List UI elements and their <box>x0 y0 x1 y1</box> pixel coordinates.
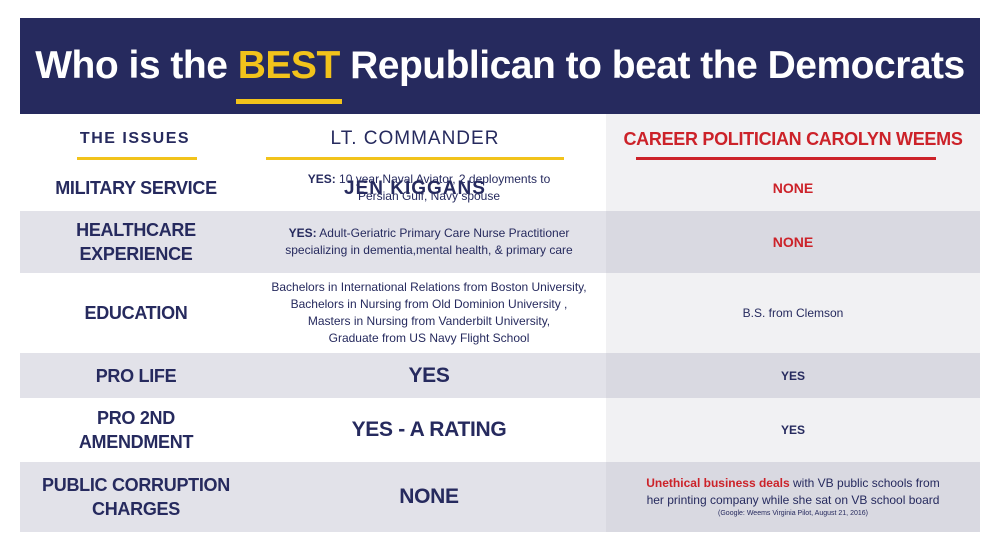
source-note: (Google: Weems Virginia Pilot, August 21… <box>718 510 868 517</box>
jen-cell: YES <box>408 363 450 387</box>
jen-cell: YES - A RATING <box>351 418 507 441</box>
row-education: EDUCATION Bachelors in International Rel… <box>20 273 980 353</box>
carolyn-cell: NONE <box>772 179 814 196</box>
title-prefix: Who is the <box>35 44 228 87</box>
carolyn-cell: YES <box>606 353 980 398</box>
issue-cell: EDUCATION <box>84 303 188 323</box>
title-highlight: BEST <box>235 18 342 114</box>
title-banner: Who is the BEST Republican to beat the D… <box>20 18 980 114</box>
header-issues-underline <box>77 157 197 160</box>
jen-cell: NONE <box>399 485 459 508</box>
issue-cell: PRO LIFE <box>95 365 177 386</box>
header-jen-rank: LT. COMMANDER <box>330 128 500 149</box>
header-jen-underline <box>266 157 564 160</box>
header-carolyn-underline <box>636 157 936 160</box>
row-healthcare-experience: HEALTHCARE EXPERIENCE YES: Adult-Geriatr… <box>20 211 980 273</box>
header-issues: THE ISSUES <box>20 114 250 164</box>
corruption-highlight: Unethical business deals <box>646 476 790 490</box>
carolyn-cell: Unethical business deals with VB public … <box>606 462 980 532</box>
page-title: Who is the BEST Republican to beat the D… <box>20 18 980 114</box>
row-pro-2nd-amendment: PRO 2ND AMENDMENT YES - A RATING YES <box>20 398 980 462</box>
jen-cell: YES: Adult-Geriatric Primary Care Nurse … <box>285 226 573 257</box>
issue-cell: HEALTHCARE EXPERIENCE <box>76 220 196 264</box>
carolyn-cell: YES <box>780 423 805 437</box>
row-military-service: MILITARY SERVICE YES: 10 year Naval Avia… <box>20 164 980 211</box>
row-public-corruption: PUBLIC CORRUPTION CHARGES NONE Unethical… <box>20 462 980 532</box>
highlight-underline <box>235 99 342 104</box>
title-suffix: Republican to beat the Democrats <box>350 44 965 87</box>
carolyn-cell: NONE <box>606 211 980 273</box>
header-carolyn-weems: CAREER POLITICIAN CAROLYN WEEMS <box>606 114 980 164</box>
carolyn-cell: B.S. from Clemson <box>742 305 844 320</box>
issue-cell: PRO 2ND AMENDMENT <box>78 408 194 452</box>
header-jen-name: JEN KIGGANS <box>344 178 486 199</box>
row-pro-life: PRO LIFE YES YES <box>20 353 980 398</box>
jen-cell: Bachelors in International Relations fro… <box>271 280 587 345</box>
issue-cell: PUBLIC CORRUPTION CHARGES <box>42 475 230 519</box>
header-jen-kiggans: LT. COMMANDER JEN KIGGANS <box>250 114 580 199</box>
jen-cell: YES: 10 year Naval Aviator, 2 deployment… <box>307 171 551 203</box>
issue-cell: MILITARY SERVICE <box>55 177 217 198</box>
